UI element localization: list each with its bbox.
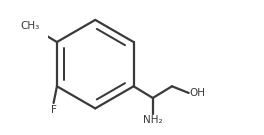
Text: F: F [51,105,56,115]
Text: OH: OH [190,88,206,98]
Text: NH₂: NH₂ [143,115,163,125]
Text: CH₃: CH₃ [20,21,39,31]
